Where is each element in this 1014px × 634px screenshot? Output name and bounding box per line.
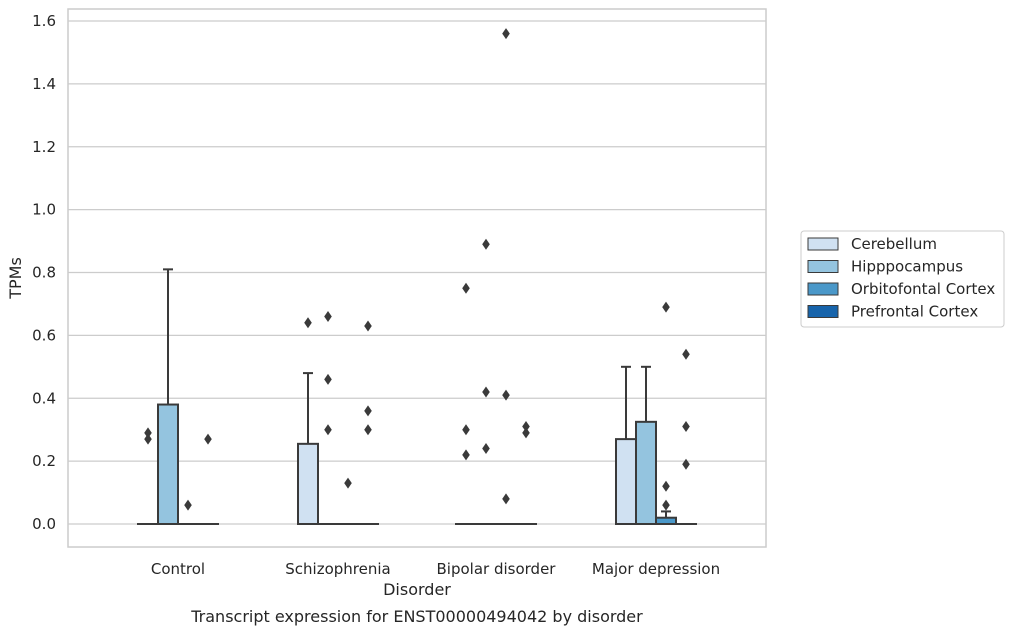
outlier-point xyxy=(324,424,332,436)
plot-frame xyxy=(67,8,767,548)
outlier-point xyxy=(204,433,212,445)
box-cerebellum-3 xyxy=(615,365,637,525)
outlier-point xyxy=(482,238,490,250)
y-tick-label: 1.2 xyxy=(32,138,56,156)
box-prefrontal-cortex-3 xyxy=(675,348,697,526)
outlier-point xyxy=(522,427,530,439)
box-body xyxy=(615,438,637,525)
outlier-point xyxy=(682,348,690,360)
legend-label: Prefrontal Cortex xyxy=(851,303,978,321)
x-tick-labels: Control Schizophrenia Bipolar disorder Majo… xyxy=(151,560,720,578)
outlier-point xyxy=(344,477,352,489)
outlier-point xyxy=(462,424,470,436)
outlier-point xyxy=(364,320,372,332)
outlier-point xyxy=(462,282,470,294)
outlier-point xyxy=(502,28,510,40)
box-cerebellum-0 xyxy=(137,427,159,526)
outlier-point xyxy=(662,499,670,511)
y-tick-label: 1.6 xyxy=(32,12,56,30)
legend-frame xyxy=(800,230,1005,328)
box-cerebellum-1 xyxy=(297,317,319,526)
y-tick-label: 0.0 xyxy=(32,515,56,533)
x-tick-label: Schizophrenia xyxy=(285,560,390,578)
box-orbitofontal-cortex-0 xyxy=(177,499,199,526)
box-hipppocampus-0 xyxy=(157,268,179,526)
box-cerebellum-2 xyxy=(455,282,477,526)
y-tick-label: 0.6 xyxy=(32,326,56,344)
legend-item: Orbitofontal Cortex xyxy=(807,280,995,298)
legend-swatch xyxy=(807,237,839,251)
outlier-point xyxy=(662,480,670,492)
box-orbitofontal-cortex-1 xyxy=(337,477,359,526)
y-tick-label: 0.8 xyxy=(32,264,56,282)
outlier-point xyxy=(144,427,152,439)
y-tick-label: 1.0 xyxy=(32,201,56,219)
legend: Cerebellum Hipppocampus Orbitofontal Corte… xyxy=(800,230,1005,328)
box-hipppocampus-3 xyxy=(635,365,657,525)
outlier-point xyxy=(682,458,690,470)
legend-item: Cerebellum xyxy=(807,235,937,253)
outlier-point xyxy=(304,317,312,329)
y-tick-label: 0.2 xyxy=(32,452,56,470)
outlier-point xyxy=(184,499,192,511)
outlier-point xyxy=(682,421,690,433)
box-prefrontal-cortex-0 xyxy=(197,433,219,526)
boxes xyxy=(137,28,697,526)
legend-swatch xyxy=(807,282,839,296)
box-body xyxy=(635,420,657,525)
legend-item: Prefrontal Cortex xyxy=(807,303,978,321)
x-tick-label: Bipolar disorder xyxy=(437,560,557,578)
outlier-point xyxy=(364,424,372,436)
box-prefrontal-cortex-1 xyxy=(357,320,379,526)
legend-swatch xyxy=(807,260,839,273)
y-tick-labels: 0.0 0.2 0.4 0.6 0.8 1.0 1.2 1.4 1.6 xyxy=(32,12,56,533)
outlier-point xyxy=(482,443,490,455)
outlier-point xyxy=(502,493,510,505)
box-hipppocampus-2 xyxy=(475,238,497,526)
legend-label: Cerebellum xyxy=(851,235,937,253)
box-body xyxy=(297,442,319,526)
y-tick-label: 0.4 xyxy=(32,389,56,407)
outlier-point xyxy=(324,311,332,323)
x-tick-label: Major depression xyxy=(592,560,720,578)
outlier-point xyxy=(364,405,372,417)
y-tick-label: 1.4 xyxy=(32,75,56,93)
outlier-point xyxy=(662,301,670,313)
outlier-point xyxy=(522,421,530,433)
box-orbitofontal-cortex-3 xyxy=(655,301,677,526)
outlier-point xyxy=(144,433,152,445)
chart-caption: Transcript expression for ENST0000049404… xyxy=(190,607,643,626)
box-orbitofontal-cortex-2 xyxy=(495,28,517,526)
box-prefrontal-cortex-2 xyxy=(515,421,537,526)
y-axis-title: TPMs xyxy=(6,257,25,300)
outlier-point xyxy=(462,449,470,461)
outlier-point xyxy=(482,386,490,398)
legend-swatch xyxy=(807,305,839,318)
y-gridlines xyxy=(68,20,766,525)
outlier-point xyxy=(324,373,332,385)
legend-label: Hipppocampus xyxy=(851,258,963,276)
box-body xyxy=(157,403,179,526)
x-tick-label: Control xyxy=(151,560,205,578)
legend-label: Orbitofontal Cortex xyxy=(851,280,995,298)
box-hipppocampus-1 xyxy=(317,311,339,526)
x-axis-title: Disorder xyxy=(383,580,451,599)
legend-item: Hipppocampus xyxy=(807,258,963,276)
outlier-point xyxy=(502,389,510,401)
